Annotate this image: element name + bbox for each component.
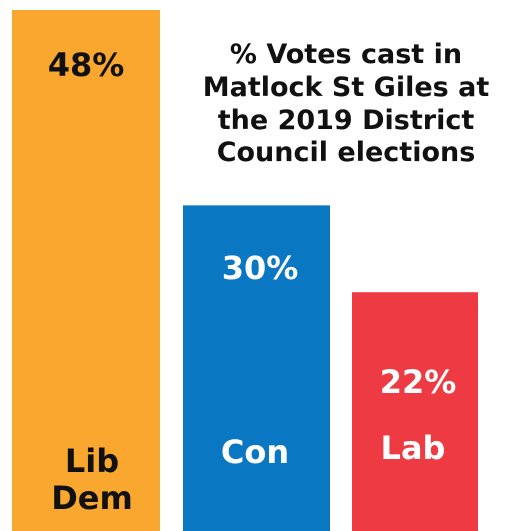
bar-1 <box>183 205 330 531</box>
bar-category-label-1-0: Con <box>221 433 289 471</box>
bar-value-label-1: 30% <box>222 249 299 287</box>
chart-title: % Votes cast in Matlock St Giles at the 20… <box>203 39 490 168</box>
chart-title-line-2: the 2019 District <box>218 105 475 136</box>
chart-title-line-3: Council elections <box>217 137 476 168</box>
bar-value-label-2: 22% <box>380 363 457 401</box>
bar-category-label-0-1: Dem <box>51 479 133 517</box>
bar-category-label-2-0: Lab <box>381 429 446 467</box>
bar-value-label-0: 48% <box>48 46 125 84</box>
bar-2 <box>352 292 478 531</box>
chart-title-line-0: % Votes cast in <box>230 39 462 70</box>
chart-title-line-1: Matlock St Giles at <box>203 72 490 103</box>
bar-0 <box>12 10 160 531</box>
bar-category-label-0-0: Lib <box>65 442 119 480</box>
